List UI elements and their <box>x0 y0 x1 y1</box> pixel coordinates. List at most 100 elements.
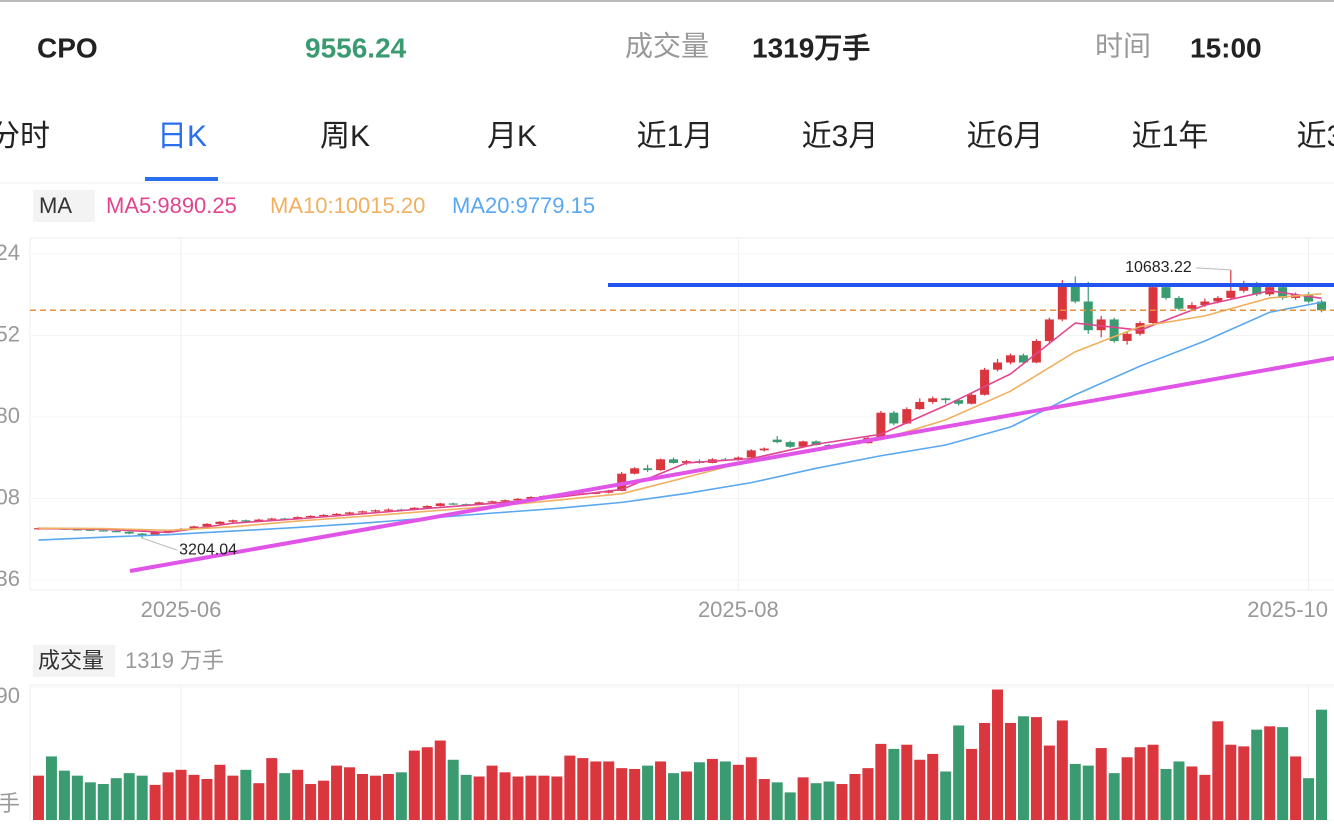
volume-bar <box>188 774 200 820</box>
volume-bar <box>58 770 70 820</box>
candle-body <box>656 459 666 471</box>
tab[interactable]: 日K <box>157 120 207 153</box>
volume-bar <box>123 773 135 820</box>
candle-body <box>1070 283 1080 302</box>
volume-bar <box>914 759 926 820</box>
time-label: 时间 <box>1095 30 1151 61</box>
candle-body <box>98 530 108 532</box>
volume-bar <box>680 771 692 820</box>
tab[interactable]: 月K <box>487 120 537 153</box>
candle-body <box>1304 294 1314 302</box>
volume-bar <box>745 757 757 820</box>
volume-bar <box>642 765 654 820</box>
volume-bar <box>1056 720 1068 820</box>
candle-body <box>1096 319 1106 331</box>
candle-body <box>370 510 380 512</box>
volume-bar <box>460 774 472 820</box>
candle-body <box>124 531 134 534</box>
ma-line <box>38 289 1322 534</box>
candle-body <box>1109 319 1119 341</box>
candle-body <box>669 459 679 463</box>
volume-bar <box>1121 757 1133 820</box>
volume-bar <box>706 758 718 820</box>
plot-frame <box>29 237 1334 591</box>
volume-bar <box>266 758 278 820</box>
annotation-leader <box>1195 267 1231 271</box>
tab[interactable]: 近3月 <box>802 120 879 153</box>
volume-bar <box>1303 778 1315 820</box>
volume-bar <box>862 768 874 820</box>
tab[interactable]: 周K <box>320 120 370 153</box>
volume-bar <box>97 784 109 820</box>
volume: 1319万手 <box>752 32 870 63</box>
legend-title: MA <box>39 193 72 218</box>
annotation-leader <box>141 537 178 551</box>
volume-bar <box>1043 745 1055 820</box>
volume-bar <box>1316 709 1328 820</box>
candle-plot: 2036 4308 6580 8852 11124 2025-06 2025-08 2025-… <box>0 238 1334 821</box>
candle-body <box>241 520 251 522</box>
volume-bar <box>603 761 615 820</box>
volume-bar <box>1225 744 1237 820</box>
volume-bar <box>1199 774 1211 820</box>
volume-bar <box>1082 765 1094 820</box>
volume-bar <box>1069 763 1081 820</box>
candle-body <box>422 505 432 508</box>
candle-body <box>150 531 160 536</box>
volume-bar <box>382 773 394 820</box>
volume-title: 成交量 <box>38 648 104 673</box>
volume-bar <box>110 778 122 820</box>
volume-label: 成交量 <box>625 30 709 61</box>
volume-bar <box>447 759 459 820</box>
volume-bar <box>305 784 317 820</box>
volume-bar <box>1277 727 1289 820</box>
price: 9556.24 <box>305 32 407 63</box>
legend-ma10: MA10:10015.20 <box>270 193 425 218</box>
candle-body <box>772 439 782 443</box>
volume-bar <box>331 765 343 820</box>
candle-body <box>954 400 964 404</box>
volume-tick-label: 万手 <box>0 791 20 816</box>
volume-bar <box>668 773 680 820</box>
volume-bar <box>1160 768 1172 820</box>
candle-body <box>681 461 691 463</box>
volume-bar <box>629 768 641 820</box>
volume-bar <box>940 771 952 820</box>
candle-body <box>811 441 821 445</box>
candle-body <box>357 511 367 513</box>
volume-bar <box>1147 744 1159 820</box>
candle-body <box>383 509 393 511</box>
volume-bar <box>240 769 252 820</box>
tab[interactable]: 分时 <box>0 120 50 153</box>
candle-body <box>980 369 990 395</box>
candle-body <box>215 521 225 524</box>
candle-body <box>1148 287 1158 324</box>
volume-bar <box>201 779 213 820</box>
y-tick-label: 11124 <box>0 240 20 265</box>
annotations: 10683.22 3204.04 <box>141 259 1231 558</box>
volume-bar <box>758 779 770 820</box>
tab[interactable]: 近6月 <box>967 120 1044 153</box>
tab[interactable]: 近1年 <box>1132 120 1209 153</box>
volume-bar <box>564 755 576 820</box>
volume-bar <box>499 772 511 820</box>
candle-body <box>902 409 912 424</box>
tab[interactable]: 近3年 <box>1297 120 1334 153</box>
volume-bar <box>797 777 809 820</box>
volume-bar <box>421 747 433 820</box>
tab[interactable]: 近1月 <box>637 120 714 153</box>
candle-body <box>1161 287 1171 298</box>
volume-bar <box>888 748 900 820</box>
y-tick-label: 4308 <box>0 484 20 509</box>
candle-body <box>254 519 264 522</box>
volume-bar <box>45 756 57 820</box>
volume-bar <box>356 773 368 820</box>
candle-body <box>785 442 795 447</box>
volume-bar <box>927 753 939 820</box>
candle-body <box>526 496 536 499</box>
volume-bar <box>318 780 330 820</box>
tab-underline <box>145 177 218 181</box>
candle-body <box>189 526 199 529</box>
volume-bar <box>966 748 978 820</box>
